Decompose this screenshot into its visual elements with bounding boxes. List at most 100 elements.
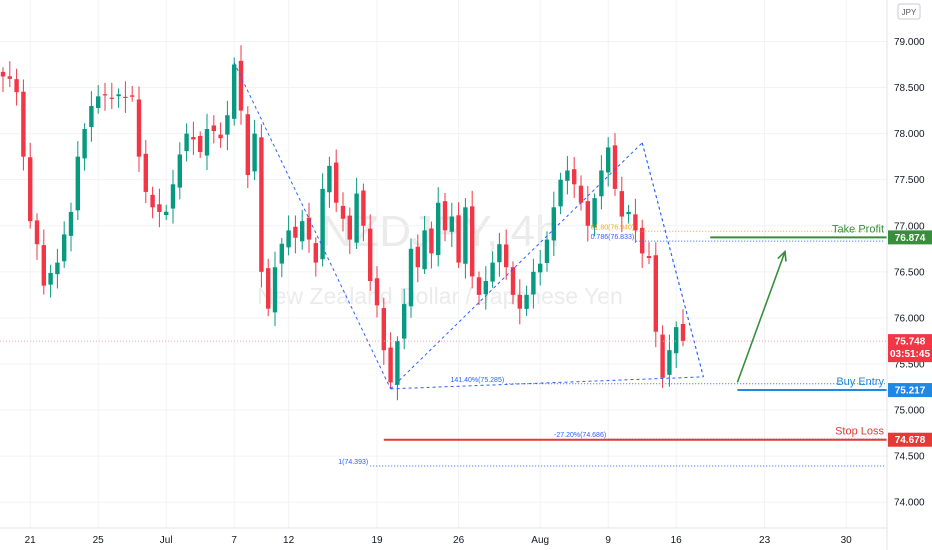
candle-body	[606, 147, 611, 173]
fib-level-label: 1(74.393)	[338, 459, 368, 466]
pattern-diagonal	[390, 376, 704, 390]
currency-badge-label: JPY	[902, 8, 917, 17]
candle-body	[612, 145, 618, 189]
candle-body	[334, 162, 339, 203]
candle-body	[565, 170, 570, 181]
candle-body	[41, 245, 46, 286]
candle-body	[544, 239, 550, 263]
buy-entry-price-tag	[888, 383, 932, 398]
take-profit-price-value: 76.874	[895, 233, 926, 244]
candle-body	[388, 347, 393, 383]
last-price-value: 75.748	[895, 337, 926, 348]
fib-level-label: -27.20%(74.686)	[554, 432, 606, 439]
x-tick-label: 26	[453, 535, 465, 546]
candle-body	[572, 169, 577, 185]
candle-body	[225, 115, 230, 135]
candle-body	[504, 244, 509, 268]
candle-body	[75, 156, 80, 211]
candle-body	[272, 267, 278, 313]
x-tick-label: Aug	[531, 535, 549, 546]
target-arrow-head	[777, 249, 787, 262]
candle-body	[48, 272, 53, 285]
y-tick-label: 78.500	[894, 83, 925, 94]
candle-body	[442, 201, 448, 231]
grid-layer	[0, 0, 887, 528]
candle-body	[653, 255, 658, 332]
candle-body	[381, 308, 386, 351]
fib-level-label: 141.40%(75.285)	[450, 377, 504, 384]
candle-body	[531, 271, 536, 295]
candle-body	[422, 230, 427, 270]
pattern-leg	[233, 62, 392, 390]
candle-body	[368, 228, 373, 282]
candle-body	[123, 96, 128, 98]
candle-body	[436, 202, 441, 256]
buy-entry-label: Buy Entry	[836, 376, 884, 388]
candle-body	[55, 262, 60, 275]
pattern-leg	[390, 142, 643, 390]
pattern-diagonal	[641, 142, 704, 378]
stop-loss-price-value: 74.678	[895, 435, 926, 446]
candle-body	[89, 105, 94, 128]
price-axis[interactable]: 79.000 78.500 78.000 77.500 77.000 76.500 76.0…	[894, 37, 925, 509]
candle-body	[102, 94, 108, 96]
y-tick-label: 77.500	[894, 175, 925, 186]
candle-body	[538, 263, 543, 273]
candle-body	[490, 262, 495, 282]
candle-body	[633, 214, 638, 231]
candle-body	[354, 193, 359, 243]
candle-body	[143, 153, 148, 192]
candle-body	[300, 221, 305, 242]
y-tick-label: 74.000	[894, 498, 925, 509]
target-arrow-shaft	[736, 251, 786, 383]
candle-body	[68, 211, 74, 236]
y-tick-label: 76.500	[894, 267, 925, 278]
y-tick-label: 75.000	[894, 406, 925, 417]
candle-body	[510, 267, 516, 295]
watermark-name: New Zealand Dollar / Japanese Yen	[257, 283, 623, 309]
x-tick-label: 23	[759, 535, 771, 546]
candle-body	[191, 136, 196, 140]
candle-body	[646, 256, 652, 259]
candle-body	[483, 281, 488, 295]
candle-body	[680, 323, 686, 341]
candle-body	[640, 227, 645, 254]
candle-body	[327, 165, 332, 193]
candle-body	[245, 114, 250, 176]
x-tick-label: 19	[371, 535, 383, 546]
candle-body	[62, 234, 67, 262]
candle-body	[402, 304, 407, 339]
last-price-tag	[888, 334, 932, 363]
stop-loss-label: Stop Loss	[835, 426, 884, 438]
candle-body	[524, 294, 529, 309]
y-tick-label: 74.500	[894, 452, 925, 463]
y-tick-label: 76.000	[894, 313, 925, 324]
candle-body	[177, 154, 182, 188]
time-axis[interactable]: 21 25 Jul 7 12 19 26 Aug 9 16 23 30	[25, 535, 853, 546]
candle-body	[306, 217, 312, 240]
candle-body	[232, 64, 237, 119]
candle-body	[136, 99, 142, 157]
candle-body	[21, 91, 26, 157]
x-tick-label: 21	[25, 535, 37, 546]
candle-body	[429, 228, 434, 254]
candle-body	[395, 340, 400, 385]
candle-body	[116, 94, 121, 97]
currency-badge[interactable]: JPY	[897, 3, 921, 20]
candle-body	[279, 243, 284, 264]
candle-body	[259, 137, 264, 272]
candle-body	[238, 60, 244, 111]
candle-body	[286, 230, 291, 248]
candle-body	[218, 134, 223, 139]
candle-body	[320, 188, 325, 260]
candle-body	[592, 198, 597, 228]
candle-body	[14, 79, 19, 93]
candle-body	[415, 246, 420, 268]
y-tick-label: 77.000	[894, 221, 925, 232]
candle-body	[361, 190, 366, 226]
candle-body	[211, 125, 216, 132]
candle-body	[463, 207, 468, 264]
candle-body	[204, 129, 210, 156]
